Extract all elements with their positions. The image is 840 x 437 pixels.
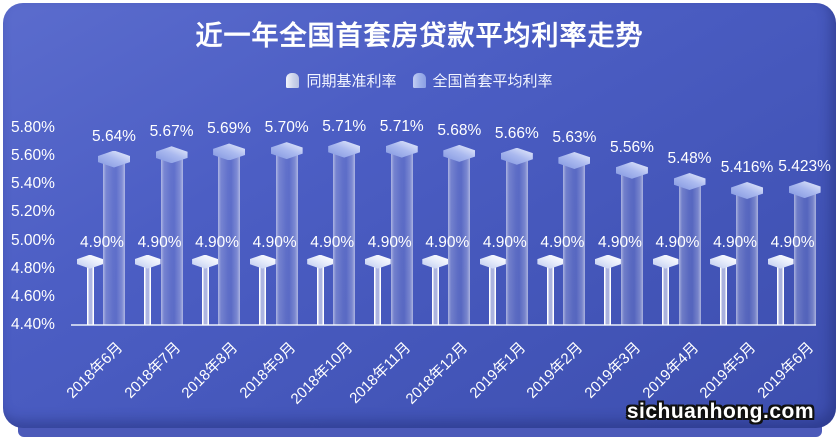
bar-average	[333, 148, 356, 325]
value-label-benchmark: 4.90%	[252, 233, 297, 251]
y-tick-label: 5.00%	[11, 231, 55, 249]
bar-benchmark-cap	[479, 254, 506, 269]
value-label-benchmark: 4.90%	[367, 233, 412, 251]
bar-average-cap	[615, 161, 648, 179]
bar-average-cap	[500, 147, 533, 165]
bar-average-cap	[788, 181, 821, 199]
bar-average-cap	[98, 150, 130, 168]
value-label-average: 5.71%	[379, 117, 424, 135]
y-tick-label: 4.80%	[11, 259, 55, 277]
y-tick-label: 4.40%	[11, 316, 55, 333]
value-label-benchmark: 4.90%	[540, 233, 585, 251]
bar-benchmark	[662, 261, 669, 325]
bar-benchmark	[777, 261, 785, 325]
legend-item-average: 全国首套平均利率	[412, 70, 553, 91]
bar-benchmark-cap	[767, 254, 794, 269]
value-label-average: 5.66%	[494, 124, 539, 142]
bar-average-cap	[385, 140, 418, 158]
watermark: sichuanhong.com	[626, 400, 814, 423]
value-label-average: 5.416%	[720, 159, 774, 177]
value-label-average: 5.67%	[149, 123, 194, 141]
bar-average-cap	[155, 146, 188, 164]
bar-benchmark	[431, 261, 439, 325]
y-tick-label: 5.20%	[11, 203, 55, 221]
value-label-average: 5.56%	[609, 138, 654, 156]
bar-average-cap	[673, 173, 706, 191]
value-label-benchmark: 4.90%	[310, 233, 355, 251]
value-label-average: 5.423%	[778, 158, 831, 176]
bar-benchmark-cap	[594, 254, 621, 269]
benchmark-cylinder-icon	[286, 73, 300, 88]
bar-average-cap	[558, 151, 591, 169]
value-label-average: 5.48%	[667, 150, 712, 168]
value-label-average: 5.64%	[92, 127, 136, 145]
y-tick-label: 5.80%	[11, 119, 55, 137]
value-label-average: 5.63%	[552, 128, 597, 146]
bar-benchmark-cap	[192, 254, 219, 269]
bar-average-cap	[328, 140, 361, 158]
bar-average	[678, 181, 701, 325]
legend-label-benchmark: 同期基准利率	[306, 73, 397, 90]
bar-benchmark-cap	[77, 254, 103, 269]
value-label-benchmark: 4.90%	[425, 233, 470, 251]
y-tick-label: 5.60%	[11, 147, 55, 165]
bar-benchmark	[719, 261, 727, 325]
value-label-average: 5.68%	[437, 121, 482, 139]
bar-benchmark	[259, 261, 267, 325]
bar-benchmark-cap	[537, 254, 564, 269]
bar-benchmark-cap	[364, 254, 391, 269]
bar-benchmark-cap	[422, 254, 449, 269]
legend-item-benchmark: 同期基准利率	[286, 70, 397, 91]
bar-average	[793, 189, 816, 325]
bar-average	[103, 158, 125, 325]
average-cylinder-icon	[412, 73, 426, 88]
value-label-average: 5.71%	[322, 117, 367, 135]
bar-average	[218, 151, 241, 325]
bar-average	[736, 190, 759, 325]
value-label-average: 5.70%	[264, 119, 309, 137]
bar-benchmark-cap	[307, 254, 334, 269]
bar-benchmark	[546, 261, 554, 325]
value-label-benchmark: 4.90%	[770, 233, 815, 251]
x-axis-line	[71, 324, 816, 326]
bar-average	[620, 169, 643, 325]
y-tick-label: 4.60%	[11, 287, 55, 305]
value-label-benchmark: 4.90%	[195, 233, 240, 251]
value-label-benchmark: 4.90%	[713, 233, 758, 251]
bar-benchmark-cap	[134, 254, 161, 269]
bar-benchmark	[604, 261, 612, 325]
value-label-benchmark: 4.90%	[137, 233, 182, 251]
bar-benchmark	[374, 261, 382, 325]
legend: 同期基准利率 全国首套平均利率	[3, 70, 836, 91]
bar-benchmark-cap	[652, 254, 679, 269]
value-label-average: 5.69%	[207, 120, 252, 138]
bar-benchmark	[201, 261, 209, 325]
bar-average-cap	[443, 144, 476, 162]
bar-average	[448, 152, 471, 325]
bar-average	[275, 150, 298, 325]
bar-benchmark	[316, 261, 324, 325]
y-tick-label: 5.40%	[11, 175, 55, 193]
bar-average	[505, 155, 528, 325]
value-label-benchmark: 4.90%	[482, 233, 527, 251]
value-label-benchmark: 4.90%	[597, 233, 642, 251]
value-label-benchmark: 4.90%	[655, 233, 700, 251]
bar-average	[563, 159, 586, 325]
bar-benchmark-cap	[710, 254, 737, 269]
bar-average	[160, 154, 183, 325]
bar-benchmark	[144, 261, 152, 325]
bar-benchmark	[489, 261, 497, 325]
value-label-benchmark: 4.90%	[80, 233, 124, 251]
chart-title: 近一年全国首套房贷款平均利率走势	[195, 21, 644, 51]
bar-average-cap	[270, 142, 303, 160]
bar-average	[390, 148, 413, 325]
bar-benchmark-cap	[249, 254, 276, 269]
legend-label-average: 全国首套平均利率	[432, 73, 553, 90]
chart-panel: 近一年全国首套房贷款平均利率走势 同期基准利率 全国首套平均利率 5.80% 5.…	[3, 3, 836, 428]
bar-benchmark	[86, 261, 94, 325]
bar-average-cap	[731, 182, 764, 200]
bar-average-cap	[213, 143, 246, 161]
